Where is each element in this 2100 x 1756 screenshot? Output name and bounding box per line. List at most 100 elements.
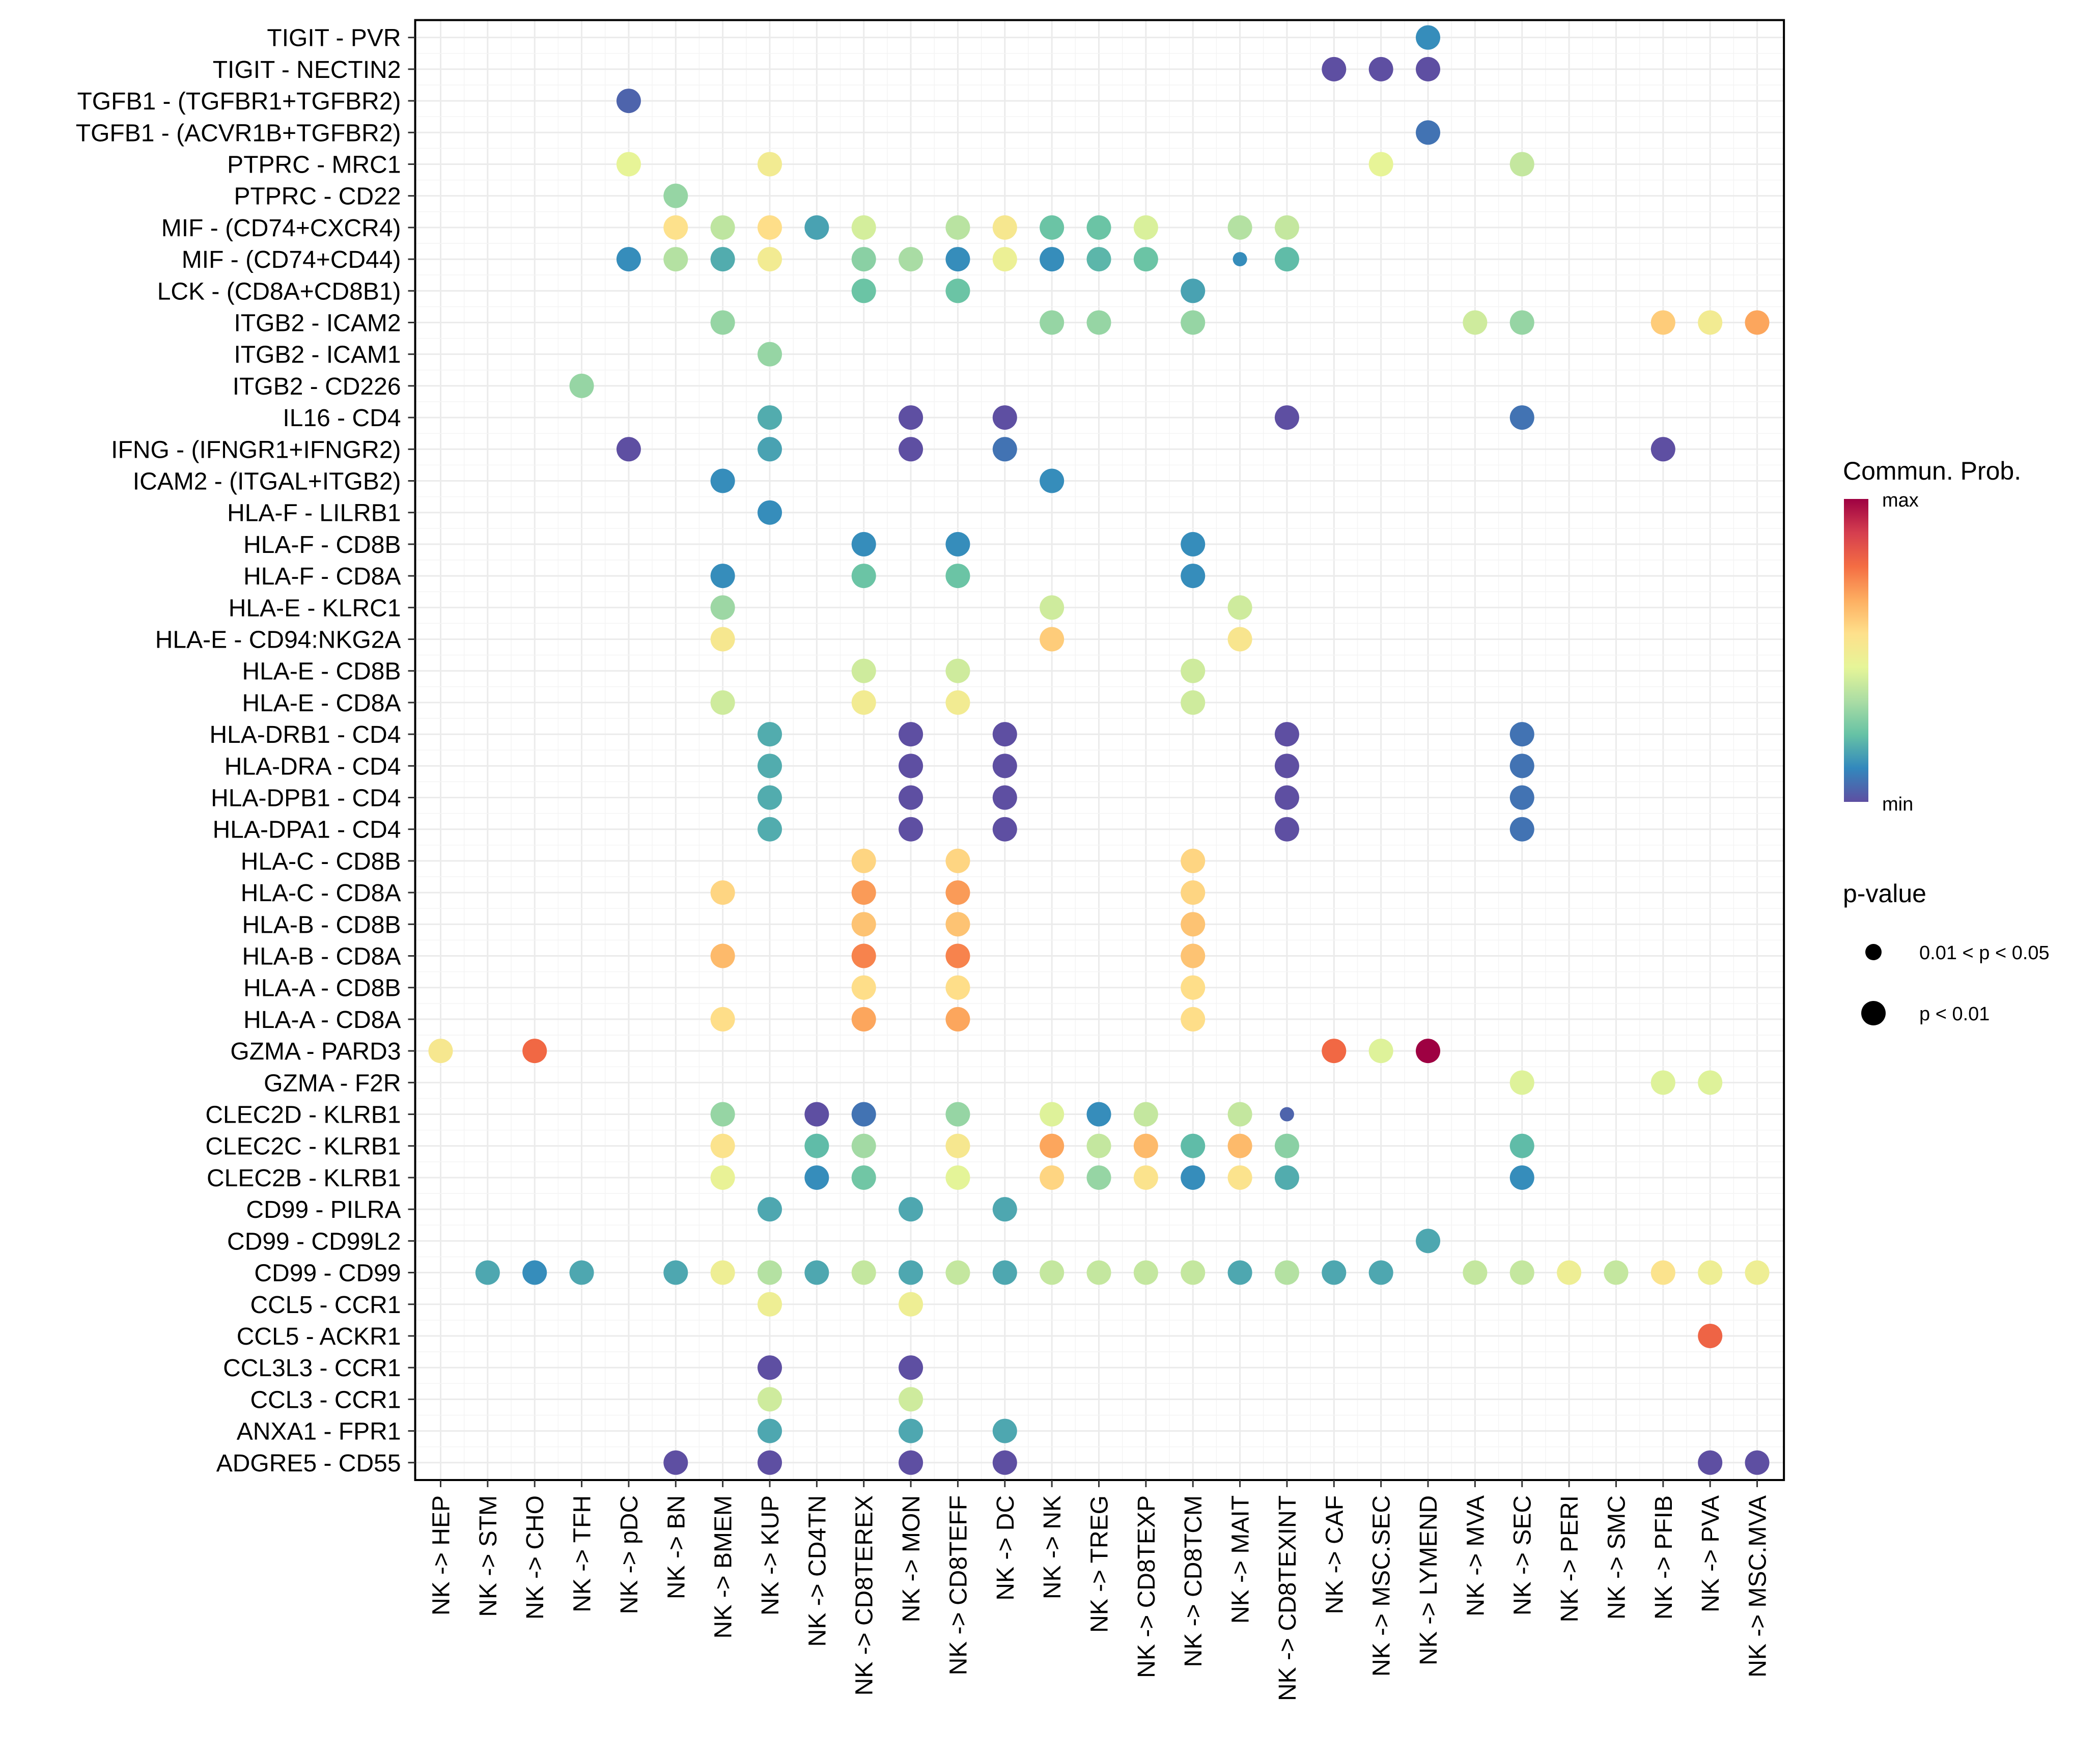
data-point xyxy=(851,912,876,937)
data-point xyxy=(804,1133,829,1158)
data-point xyxy=(1181,1165,1206,1190)
data-point xyxy=(851,848,876,873)
data-point xyxy=(1745,1450,1770,1475)
y-tick-label: MIF - (CD74+CXCR4) xyxy=(161,215,401,242)
x-tick-label: NK -> TREG xyxy=(1086,1495,1113,1633)
data-point xyxy=(1040,1260,1065,1285)
data-point xyxy=(1368,57,1393,81)
data-point xyxy=(1416,120,1441,145)
data-point xyxy=(992,1260,1017,1285)
data-point xyxy=(1274,1133,1299,1158)
data-point xyxy=(899,1418,923,1443)
data-point xyxy=(1133,1102,1158,1127)
data-point xyxy=(1745,310,1770,335)
data-point xyxy=(1181,975,1206,1000)
data-point xyxy=(710,1133,735,1158)
size-legend-small-dot xyxy=(1865,944,1882,960)
data-point xyxy=(1227,1133,1252,1158)
data-point xyxy=(758,722,782,747)
y-tick-label: PTPRC - CD22 xyxy=(234,183,401,210)
color-legend-title: Commun. Prob. xyxy=(1843,457,2021,485)
y-tick-label: IL16 - CD4 xyxy=(283,405,401,432)
y-tick-label: CCL3 - CCR1 xyxy=(250,1386,401,1413)
y-tick-label: CD99 - CD99L2 xyxy=(227,1228,401,1255)
y-tick-label: HLA-B - CD8A xyxy=(242,943,401,970)
y-tick-label: CLEC2B - KLRB1 xyxy=(207,1165,401,1192)
data-point xyxy=(710,627,735,652)
data-point xyxy=(758,1418,782,1443)
data-point xyxy=(663,1450,688,1475)
data-point xyxy=(1086,1133,1111,1158)
data-point xyxy=(1416,1039,1441,1064)
y-tick-label: GZMA - PARD3 xyxy=(230,1038,401,1065)
data-point xyxy=(945,880,970,905)
data-point xyxy=(1274,1165,1299,1190)
data-point xyxy=(1322,57,1347,81)
data-point xyxy=(758,1450,782,1475)
data-point xyxy=(1322,1260,1347,1285)
data-point xyxy=(992,247,1017,272)
data-point xyxy=(851,658,876,683)
data-point xyxy=(1368,1039,1393,1064)
data-point xyxy=(899,1387,923,1412)
data-point xyxy=(1227,1102,1252,1127)
data-point xyxy=(851,880,876,905)
y-tick-label: CLEC2C - KLRB1 xyxy=(205,1133,401,1160)
data-point xyxy=(992,817,1017,842)
data-point xyxy=(710,1260,735,1285)
data-point xyxy=(1650,1070,1675,1095)
data-point xyxy=(899,1260,923,1285)
data-point xyxy=(945,848,970,873)
y-tick-label: HLA-E - CD8B xyxy=(242,658,401,685)
x-tick-label: NK -> MAIT xyxy=(1227,1495,1254,1624)
data-point xyxy=(945,690,970,715)
data-point xyxy=(1557,1260,1582,1285)
data-point xyxy=(899,817,923,842)
data-point xyxy=(1133,1133,1158,1158)
data-point xyxy=(1181,943,1206,968)
data-point xyxy=(1416,1229,1441,1253)
y-tick-label: ADGRE5 - CD55 xyxy=(216,1450,401,1477)
data-point xyxy=(1509,152,1534,177)
x-tick-label: NK -> SEC xyxy=(1509,1495,1536,1615)
x-tick-label: NK -> CD8TEXINT xyxy=(1274,1495,1301,1701)
data-point xyxy=(899,437,923,462)
y-tick-label: HLA-F - LILRB1 xyxy=(227,500,401,527)
data-point xyxy=(899,722,923,747)
x-tick-label: NK -> BMEM xyxy=(710,1495,737,1638)
data-point xyxy=(945,564,970,589)
data-point xyxy=(758,247,782,272)
data-point xyxy=(1509,1260,1534,1285)
x-tick-label: NK -> PERI xyxy=(1556,1495,1583,1622)
data-points xyxy=(428,25,1770,1475)
data-point xyxy=(758,152,782,177)
x-tick-label: NK -> NK xyxy=(1039,1495,1066,1599)
data-point xyxy=(1279,1107,1294,1122)
data-point xyxy=(992,1197,1017,1222)
data-point xyxy=(1086,247,1111,272)
data-point xyxy=(851,278,876,303)
x-tick-label: NK -> MSC.MVA xyxy=(1745,1495,1772,1678)
data-point xyxy=(1181,278,1206,303)
data-point xyxy=(1086,1165,1111,1190)
data-point xyxy=(1040,1133,1065,1158)
data-point xyxy=(1040,1102,1065,1127)
data-point xyxy=(1181,848,1206,873)
data-point xyxy=(1745,1260,1770,1285)
data-point xyxy=(1040,247,1065,272)
data-point xyxy=(1509,754,1534,778)
data-point xyxy=(1509,722,1534,747)
y-tick-label: TIGIT - NECTIN2 xyxy=(213,57,401,83)
data-point xyxy=(758,785,782,810)
y-tick-label: HLA-F - CD8B xyxy=(243,532,401,559)
data-point xyxy=(1181,564,1206,589)
data-point xyxy=(428,1039,453,1064)
data-point xyxy=(851,1007,876,1032)
data-point xyxy=(663,1260,688,1285)
data-point xyxy=(1181,1007,1206,1032)
data-point xyxy=(758,754,782,778)
data-point xyxy=(1509,405,1534,430)
data-point xyxy=(1274,247,1299,272)
data-point xyxy=(945,1165,970,1190)
data-point xyxy=(758,1292,782,1317)
